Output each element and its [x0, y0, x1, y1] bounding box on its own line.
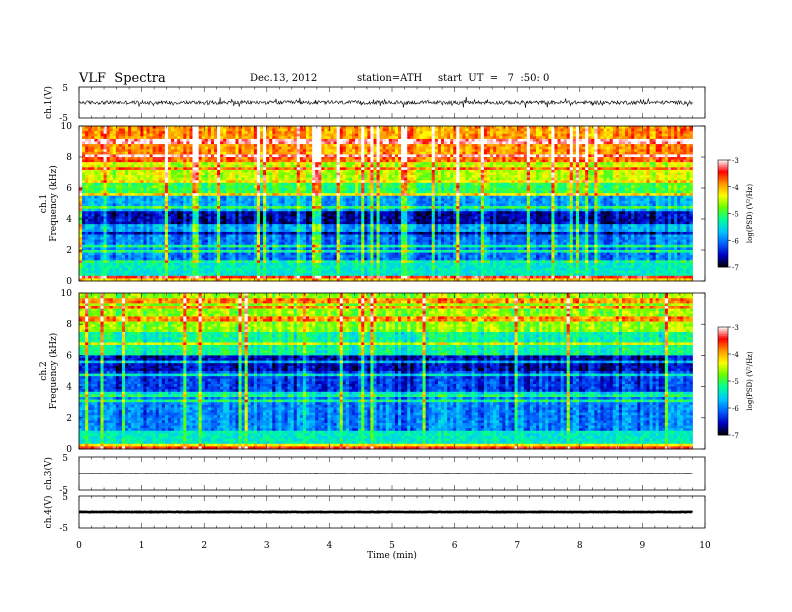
y-tick-label: 2: [66, 246, 72, 256]
y-tick-label: 5: [62, 493, 68, 503]
colorbar-1: [718, 160, 728, 267]
ch2-spectrogram-ylabel: ch.2: [39, 361, 49, 380]
x-tick-label: 8: [577, 541, 583, 551]
colorbar-tick-label: -3: [732, 157, 739, 165]
colorbar-label: log(PSD) (V²/Hz): [746, 184, 754, 243]
y-tick-label: 4: [66, 383, 72, 393]
y-tick-label: 0: [66, 277, 72, 287]
ch1-spectrogram-image: [79, 126, 693, 281]
colorbar-tick-label: -6: [732, 405, 739, 413]
y-tick-label: 8: [66, 320, 72, 330]
y-tick-label: 4: [66, 215, 72, 225]
x-tick-label: 1: [139, 541, 145, 551]
vlf-figure: 5-5ch.1(V)0246810ch.1 Frequency (kHz)0246…: [0, 0, 792, 612]
y-tick-label: 10: [61, 122, 73, 132]
colorbar-2: [718, 327, 728, 435]
ch1-spectrogram-ylabel: ch.1: [39, 194, 49, 213]
colorbar-tick-label: -5: [732, 378, 739, 386]
x-tick-label: 0: [76, 541, 82, 551]
x-tick-label: 4: [327, 541, 333, 551]
x-tick-label: 7: [514, 541, 520, 551]
colorbar-tick-label: -7: [732, 432, 739, 440]
ch2-spectrogram-image: [79, 293, 693, 449]
ch1-waveform-trace: [79, 97, 693, 108]
y-tick-label: 10: [61, 289, 73, 299]
colorbar-label: log(PSD) (V²/Hz): [746, 351, 754, 410]
ch2-spectrogram-ylabel-2: Frequency (kHz): [48, 333, 59, 410]
colorbar-tick-label: -6: [732, 237, 739, 245]
colorbar-tick-label: -7: [732, 264, 739, 272]
x-tick-label: 10: [699, 541, 711, 551]
colorbar-tick-label: -3: [732, 324, 739, 332]
colorbar-tick-label: -5: [732, 211, 739, 219]
x-tick-label: 2: [201, 541, 207, 551]
x-tick-label: 5: [389, 541, 395, 551]
ch4-waveform-ylabel: ch.4(V): [43, 496, 54, 529]
ch1-waveform-ylabel: ch.1(V): [43, 86, 54, 119]
ch1-spectrogram-ylabel-2: Frequency (kHz): [48, 165, 59, 242]
x-tick-label: 3: [264, 541, 270, 551]
y-tick-label: 8: [66, 153, 72, 163]
colorbar-tick-label: -4: [732, 351, 739, 359]
y-tick-label: 6: [66, 184, 72, 194]
y-tick-label: 5: [62, 84, 68, 94]
x-tick-label: 9: [640, 541, 646, 551]
y-tick-label: 2: [66, 414, 72, 424]
x-tick-label: 6: [452, 541, 458, 551]
x-axis-label: Time (min): [367, 550, 417, 561]
y-tick-label: 6: [66, 351, 72, 361]
y-tick-label: 5: [62, 454, 68, 464]
colorbar-tick-label: -4: [732, 184, 739, 192]
ch3-waveform-ylabel: ch.3(V): [43, 457, 54, 490]
y-tick-label: -5: [59, 524, 68, 534]
